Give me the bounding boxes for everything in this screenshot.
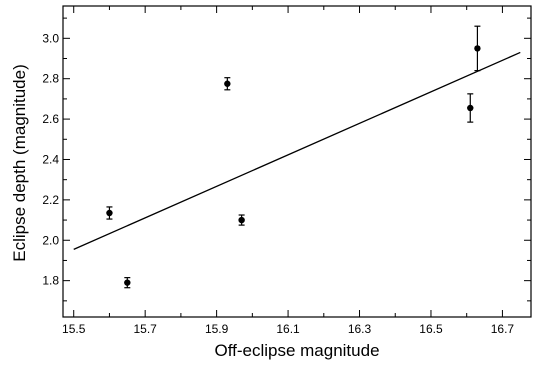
plot-frame bbox=[62, 5, 532, 318]
x-axis: 15.5 15.7 15.9 16.1 16.3 16.5 16.7 bbox=[62, 6, 514, 336]
x-tick-label: 16.3 bbox=[348, 322, 372, 336]
fit-line bbox=[73, 51, 521, 250]
plot-area bbox=[62, 5, 532, 318]
x-axis-label: Off-eclipse magnitude bbox=[214, 341, 379, 360]
y-tick-label: 2.8 bbox=[42, 72, 59, 86]
x-tick-label: 16.5 bbox=[419, 322, 443, 336]
y-axis-label: Eclipse depth (magnitude) bbox=[10, 64, 29, 262]
data-point bbox=[224, 80, 231, 87]
y-tick-label: 2.6 bbox=[42, 112, 59, 126]
x-tick-label: 15.7 bbox=[133, 322, 157, 336]
data-point bbox=[467, 104, 474, 112]
y-tick-label: 2.0 bbox=[42, 233, 59, 247]
x-tick-label: 15.9 bbox=[205, 322, 229, 336]
data-point bbox=[124, 279, 131, 286]
data-point bbox=[106, 209, 113, 217]
data-point bbox=[474, 45, 481, 52]
y-tick-label: 2.2 bbox=[42, 193, 59, 207]
y-axis: 1.8 2.0 2.2 2.4 2.6 2.8 3.0 bbox=[42, 17, 531, 302]
y-tick-label: 2.4 bbox=[42, 152, 59, 166]
data-points bbox=[73, 25, 521, 289]
y-tick-label: 3.0 bbox=[42, 31, 59, 45]
data-point bbox=[238, 216, 245, 224]
x-tick-label: 15.5 bbox=[62, 322, 86, 336]
x-tick-label: 16.1 bbox=[276, 322, 300, 336]
x-tick-label: 16.7 bbox=[491, 322, 515, 336]
y-tick-label: 1.8 bbox=[42, 274, 59, 288]
